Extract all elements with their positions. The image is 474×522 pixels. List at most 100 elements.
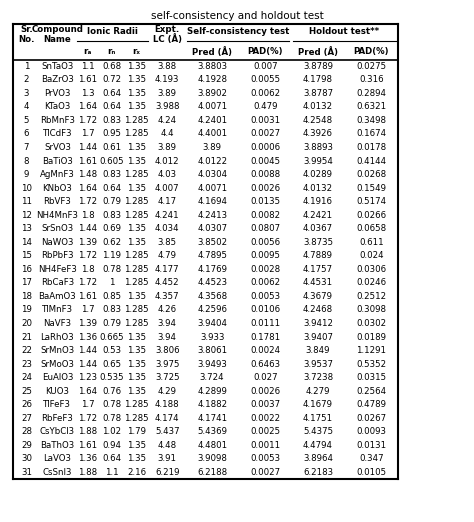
Text: 5.4369: 5.4369 — [197, 428, 227, 436]
Text: 0.0095: 0.0095 — [250, 251, 280, 260]
Text: SrMoO3: SrMoO3 — [40, 360, 74, 369]
Text: 4.452: 4.452 — [155, 278, 180, 288]
Text: 1.72: 1.72 — [78, 414, 97, 423]
Text: 0.0135: 0.0135 — [250, 197, 281, 206]
Text: 1.35: 1.35 — [127, 102, 146, 111]
Text: 3.8789: 3.8789 — [303, 62, 333, 71]
Text: 4.0304: 4.0304 — [197, 170, 227, 179]
Text: 6.219: 6.219 — [155, 468, 180, 477]
Text: 3.9404: 3.9404 — [197, 319, 227, 328]
Text: Holdout test**: Holdout test** — [310, 27, 380, 36]
Text: 4.2596: 4.2596 — [197, 305, 227, 314]
Text: KUO3: KUO3 — [46, 387, 69, 396]
Text: 3.89: 3.89 — [158, 143, 177, 152]
Text: 1.7: 1.7 — [81, 400, 94, 409]
Text: 0.0106: 0.0106 — [250, 305, 281, 314]
Text: 1.88: 1.88 — [78, 428, 97, 436]
Text: 4.034: 4.034 — [155, 224, 180, 233]
Text: 1.285: 1.285 — [124, 278, 149, 288]
Text: 3.806: 3.806 — [155, 346, 180, 355]
Text: 1.44: 1.44 — [78, 143, 97, 152]
Text: 0.0315: 0.0315 — [356, 373, 386, 382]
Text: 0.0189: 0.0189 — [356, 333, 386, 341]
Text: Expt.: Expt. — [155, 26, 180, 34]
Text: 1.7: 1.7 — [81, 305, 94, 314]
Text: 4.2413: 4.2413 — [197, 211, 227, 220]
Text: 28: 28 — [21, 428, 32, 436]
Text: 1.285: 1.285 — [124, 116, 149, 125]
Text: Ionic Radii: Ionic Radii — [87, 27, 138, 36]
Text: RbVF3: RbVF3 — [44, 197, 72, 206]
Text: 0.007: 0.007 — [253, 62, 278, 71]
Text: Name: Name — [44, 35, 71, 44]
Text: 0.0011: 0.0011 — [250, 441, 281, 450]
Text: 1.35: 1.35 — [127, 441, 146, 450]
Text: 1.285: 1.285 — [124, 211, 149, 220]
Text: 0.72: 0.72 — [102, 75, 121, 85]
Text: 1.285: 1.285 — [124, 251, 149, 260]
Text: 0.0246: 0.0246 — [356, 278, 386, 288]
Text: 0.68: 0.68 — [102, 62, 121, 71]
Text: 0.0028: 0.0028 — [250, 265, 281, 274]
Text: 1.48: 1.48 — [78, 170, 97, 179]
Text: 4.0307: 4.0307 — [197, 224, 227, 233]
Text: RbMnF3: RbMnF3 — [40, 116, 75, 125]
Text: 3.89: 3.89 — [203, 143, 222, 152]
Text: 0.0082: 0.0082 — [250, 211, 281, 220]
Text: 1.35: 1.35 — [127, 373, 146, 382]
Text: 4.1798: 4.1798 — [303, 75, 333, 85]
Text: TlFeF3: TlFeF3 — [44, 400, 72, 409]
Text: 16: 16 — [21, 265, 32, 274]
Text: 4: 4 — [24, 102, 29, 111]
Text: 2: 2 — [24, 75, 29, 85]
Text: 4.1757: 4.1757 — [303, 265, 333, 274]
Text: rₙ: rₙ — [108, 47, 116, 56]
Text: 0.0025: 0.0025 — [250, 428, 281, 436]
Text: 4.26: 4.26 — [158, 305, 177, 314]
Text: 4.193: 4.193 — [155, 75, 180, 85]
Text: 0.3098: 0.3098 — [356, 305, 386, 314]
Text: 0.0022: 0.0022 — [250, 414, 281, 423]
Text: BaAmO3: BaAmO3 — [38, 292, 76, 301]
Text: 0.0807: 0.0807 — [250, 224, 281, 233]
Text: 1: 1 — [24, 62, 29, 71]
Text: 3.8735: 3.8735 — [303, 238, 333, 247]
Text: 4.4523: 4.4523 — [197, 278, 227, 288]
Text: 4.012: 4.012 — [155, 157, 180, 165]
Text: 4.1916: 4.1916 — [303, 197, 333, 206]
Text: 1.285: 1.285 — [124, 170, 149, 179]
Text: 0.611: 0.611 — [359, 238, 383, 247]
Text: RbFeF3: RbFeF3 — [41, 414, 73, 423]
Text: 2.16: 2.16 — [127, 468, 146, 477]
Text: 0.347: 0.347 — [359, 454, 383, 464]
Text: 0.0266: 0.0266 — [356, 211, 386, 220]
Text: 3.8061: 3.8061 — [197, 346, 227, 355]
Text: 4.0122: 4.0122 — [197, 157, 227, 165]
Text: 4.03: 4.03 — [158, 170, 177, 179]
Text: KTaO3: KTaO3 — [44, 102, 71, 111]
Text: 0.0053: 0.0053 — [250, 454, 281, 464]
Text: 30: 30 — [21, 454, 32, 464]
Text: 4.1694: 4.1694 — [197, 197, 227, 206]
Text: 26: 26 — [21, 400, 32, 409]
Text: 3.9537: 3.9537 — [303, 360, 333, 369]
Text: TlMnF3: TlMnF3 — [42, 305, 73, 314]
Text: 0.0268: 0.0268 — [356, 170, 386, 179]
Text: 1.1291: 1.1291 — [356, 346, 386, 355]
Text: 1.61: 1.61 — [78, 75, 97, 85]
Text: Pred (Å): Pred (Å) — [192, 47, 232, 57]
Text: PAD(%): PAD(%) — [354, 47, 389, 56]
Text: 31: 31 — [21, 468, 32, 477]
Text: 0.5174: 0.5174 — [356, 197, 386, 206]
Text: 1.44: 1.44 — [78, 346, 97, 355]
Text: 1.61: 1.61 — [78, 441, 97, 450]
Text: 0.0006: 0.0006 — [250, 143, 281, 152]
Text: 3.85: 3.85 — [158, 238, 177, 247]
Text: 0.6463: 0.6463 — [250, 360, 281, 369]
Text: rₐ: rₐ — [83, 47, 92, 56]
Text: BaTiO3: BaTiO3 — [42, 157, 73, 165]
Text: 0.0306: 0.0306 — [356, 265, 386, 274]
Text: 0.316: 0.316 — [359, 75, 383, 85]
Text: 4.0289: 4.0289 — [303, 170, 333, 179]
Text: 0.0037: 0.0037 — [250, 400, 281, 409]
